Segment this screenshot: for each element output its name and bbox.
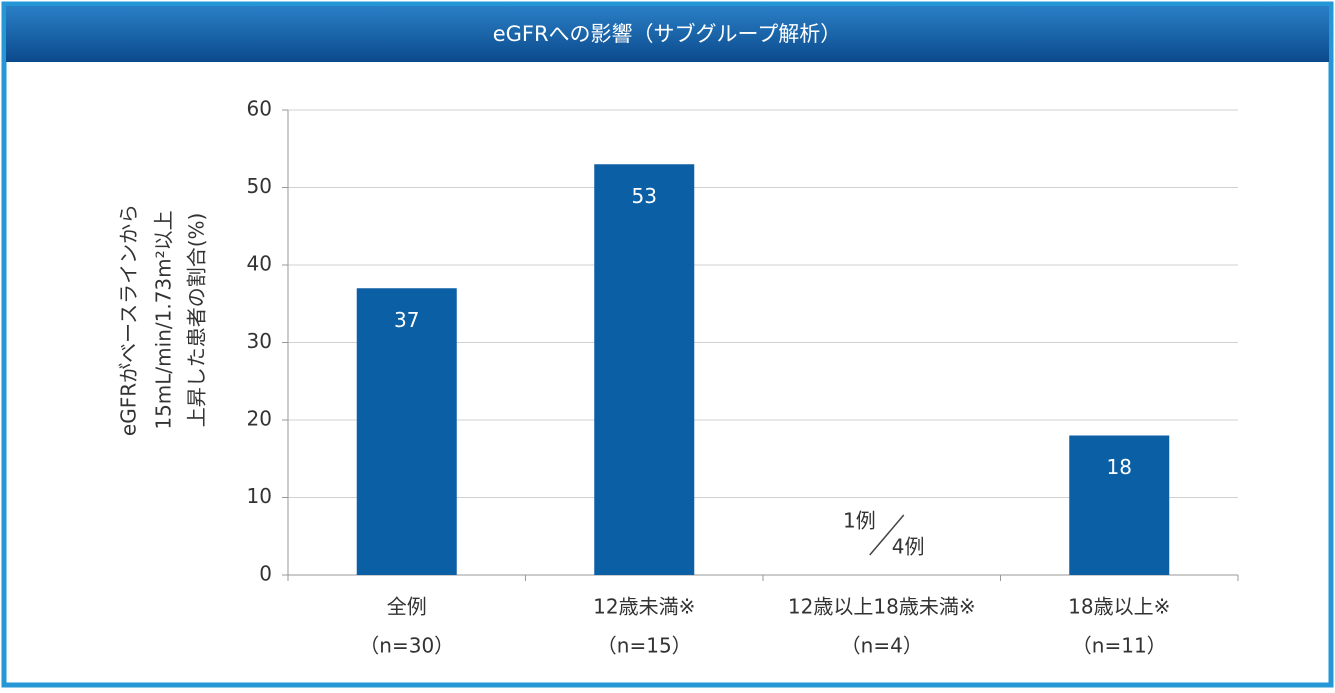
- x-tick-note: （n=4）: [841, 634, 923, 658]
- x-tick-label: 全例: [387, 595, 427, 619]
- chart-title: eGFRへの影響（サブグループ解析）: [493, 22, 842, 46]
- annotation-denominator: 4例: [892, 535, 925, 559]
- bar: [1069, 435, 1170, 575]
- y-tick-label: 10: [247, 484, 272, 508]
- y-label-line: 上昇した患者の割合(%): [185, 213, 209, 428]
- data-label: 37: [394, 308, 419, 332]
- y-label-line: 15mL/min/1.73m²以上: [152, 210, 176, 429]
- y-tick-label: 20: [247, 407, 272, 431]
- y-tick-label: 0: [259, 562, 272, 586]
- bar: [594, 164, 695, 575]
- y-tick-label: 50: [247, 174, 272, 198]
- x-tick-label: 12歳以上18歳未満※: [788, 595, 976, 619]
- x-tick-label: 12歳未満※: [593, 595, 695, 619]
- y-tick-label: 60: [247, 97, 272, 121]
- y-axis-label: eGFRがベースラインから 15mL/min/1.73m²以上 上昇した患者の割…: [117, 204, 209, 436]
- y-tick-label: 40: [247, 252, 272, 276]
- y-label-line: eGFRがベースラインから: [117, 204, 141, 436]
- x-tick-note: （n=15）: [597, 634, 692, 658]
- data-label: 53: [632, 184, 657, 208]
- bar: [356, 288, 457, 575]
- annotation-slash: [869, 514, 905, 556]
- x-tick-note: （n=30）: [359, 634, 454, 658]
- y-tick-label: 30: [247, 329, 272, 353]
- x-tick-label: 18歳以上※: [1068, 595, 1170, 619]
- data-label: 18: [1107, 455, 1132, 479]
- header-bar: [6, 6, 1329, 62]
- x-tick-note: （n=11）: [1072, 634, 1167, 658]
- annotation-numerator: 1例: [843, 509, 876, 533]
